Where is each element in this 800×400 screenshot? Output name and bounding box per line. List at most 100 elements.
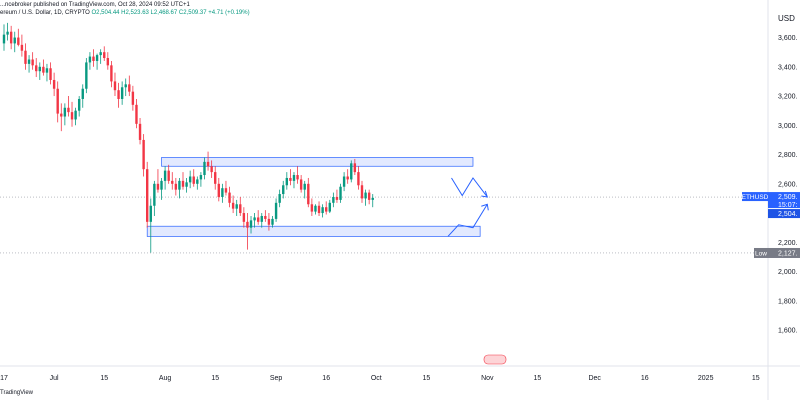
candle — [253, 217, 256, 221]
candle — [199, 175, 203, 180]
candle — [299, 179, 303, 190]
candle — [85, 62, 88, 89]
candle — [74, 110, 77, 120]
candle — [188, 176, 192, 183]
candle — [60, 113, 63, 117]
candle — [128, 84, 131, 92]
candle — [271, 218, 274, 225]
candle — [231, 202, 235, 209]
y-tick-label: 3,200. — [778, 94, 798, 101]
candle — [31, 59, 34, 66]
candle — [6, 31, 9, 35]
x-tick-label: 16 — [322, 375, 330, 382]
candle — [167, 170, 170, 181]
candle — [367, 192, 371, 200]
low-tag-bg — [754, 247, 768, 258]
candle — [371, 197, 374, 200]
candle — [88, 56, 92, 63]
candle — [181, 180, 185, 187]
candle — [24, 50, 27, 64]
candle — [106, 58, 110, 66]
x-tick-label: 2025 — [698, 375, 714, 382]
candle — [260, 215, 263, 222]
low-price-tag-bg — [768, 247, 800, 258]
candle — [20, 44, 24, 51]
last-price-tag-bg — [768, 192, 800, 209]
projection-up-arrowhead — [481, 203, 489, 211]
candle — [303, 183, 306, 190]
y-tick-label: 2,600. — [778, 181, 798, 188]
last-price-label: 2,509. — [778, 194, 798, 201]
candle — [210, 166, 213, 173]
x-tick-label: Nov — [481, 375, 494, 382]
symbol-tag-bg — [742, 192, 768, 202]
candle — [242, 213, 246, 222]
candle — [206, 161, 210, 167]
candle — [17, 37, 20, 45]
candle — [103, 52, 106, 59]
candle — [314, 205, 317, 212]
y-tick-label: 3,400. — [778, 64, 798, 71]
candle — [153, 183, 156, 206]
x-tick-label: 15 — [100, 375, 108, 382]
support-zone — [146, 225, 481, 237]
countdown-label: 15:07: — [778, 202, 798, 209]
candle — [296, 175, 299, 180]
candle — [163, 170, 167, 181]
candle — [35, 65, 38, 72]
y-tick-label: 2,200. — [778, 240, 798, 247]
low-price-label: 2,127. — [778, 250, 798, 257]
prev-close-label: 2,504. — [778, 211, 798, 218]
candle — [174, 183, 178, 190]
candle — [9, 31, 13, 44]
candle — [117, 90, 120, 99]
candle — [289, 177, 292, 181]
candle — [67, 107, 70, 113]
candle — [346, 176, 349, 180]
x-tick-label: Jul — [50, 375, 59, 382]
candle — [282, 185, 285, 195]
candle — [63, 107, 67, 117]
candle — [42, 66, 45, 73]
x-tick-label: 17 — [0, 375, 8, 382]
x-tick-label: 15 — [423, 375, 431, 382]
candle — [342, 176, 346, 187]
candle — [81, 88, 84, 99]
candle — [131, 91, 135, 105]
candle — [217, 183, 220, 197]
candle — [307, 183, 310, 205]
ohlc-values: O2,504.44 H2,523.63 L2,468.67 C2,509.37 … — [91, 10, 250, 16]
y-tick-label: 3,600. — [778, 35, 798, 42]
candle — [328, 202, 331, 212]
candle — [360, 185, 364, 199]
candle — [135, 104, 138, 124]
candle — [239, 204, 242, 214]
prev-close-tag-bg — [768, 209, 800, 219]
candle — [203, 161, 206, 176]
candle — [77, 98, 81, 111]
candle — [285, 177, 289, 186]
candle — [160, 180, 163, 190]
candle — [228, 192, 231, 203]
candle — [99, 52, 102, 56]
x-tick-label: 15 — [534, 375, 542, 382]
candle — [235, 204, 238, 209]
candle — [120, 87, 124, 99]
candle — [146, 169, 149, 222]
candle — [113, 81, 117, 91]
candle — [310, 204, 314, 212]
candle — [292, 175, 296, 181]
candle — [70, 112, 74, 120]
candle — [38, 66, 41, 72]
candle — [332, 196, 335, 203]
projection-up-arrow — [447, 204, 488, 237]
candle — [325, 207, 328, 212]
y-tick-label: 1,800. — [778, 298, 798, 305]
candle — [156, 183, 160, 190]
tradingview-footer: TradingView — [0, 390, 34, 396]
candle — [335, 196, 339, 200]
candle — [95, 55, 99, 61]
candle — [339, 186, 342, 200]
